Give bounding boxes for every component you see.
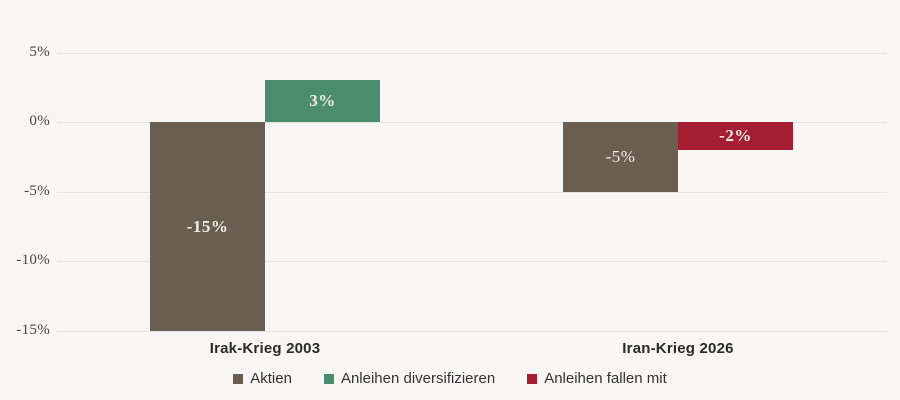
y-tick-label: 5% — [29, 44, 50, 60]
y-tick-label: -5% — [24, 183, 50, 199]
y-tick-label: 0% — [29, 113, 50, 129]
legend-swatch-icon — [233, 373, 244, 384]
category-label-iran-krieg-2026: Iran-Krieg 2026 — [622, 340, 734, 357]
bar-aktien-irak-krieg-2003: -15% — [150, 122, 265, 331]
legend: Aktien Anleihen diversifizieren Anleihen f… — [0, 370, 900, 387]
gridline-0% — [57, 122, 887, 123]
bar-value-label: -5% — [605, 147, 636, 166]
bar-value-label: 3% — [309, 91, 336, 110]
legend-item-anleihen-fallen-mit: Anleihen fallen mit — [527, 370, 667, 387]
legend-item-anleihen-diversifizieren: Anleihen diversifizieren — [323, 370, 496, 387]
legend-item-aktien: Aktien — [233, 370, 292, 387]
gridline-5% — [57, 53, 887, 54]
gridline--5% — [57, 192, 887, 193]
legend-swatch-icon — [527, 373, 538, 384]
bar-value-label: -15% — [186, 216, 229, 236]
legend-label: Anleihen fallen mit — [544, 370, 667, 387]
gridline--15% — [57, 331, 887, 332]
y-tick-label: -15% — [16, 322, 50, 338]
category-label-irak-krieg-2003: Irak-Krieg 2003 — [209, 340, 321, 357]
bar-aktien-iran-krieg-2026: -5% — [563, 122, 678, 192]
legend-label: Aktien — [250, 370, 292, 387]
legend-swatch-icon — [323, 373, 334, 384]
y-tick-label: -10% — [16, 252, 50, 268]
bar-anleihen-diversifizieren-irak-krieg-2003: 3% — [265, 80, 380, 122]
bar-anleihen-fallen-mit-iran-krieg-2026: -2% — [678, 122, 793, 150]
bar-value-label: -2% — [719, 126, 752, 145]
gridline--10% — [57, 261, 887, 262]
legend-label: Anleihen diversifizieren — [340, 370, 496, 387]
